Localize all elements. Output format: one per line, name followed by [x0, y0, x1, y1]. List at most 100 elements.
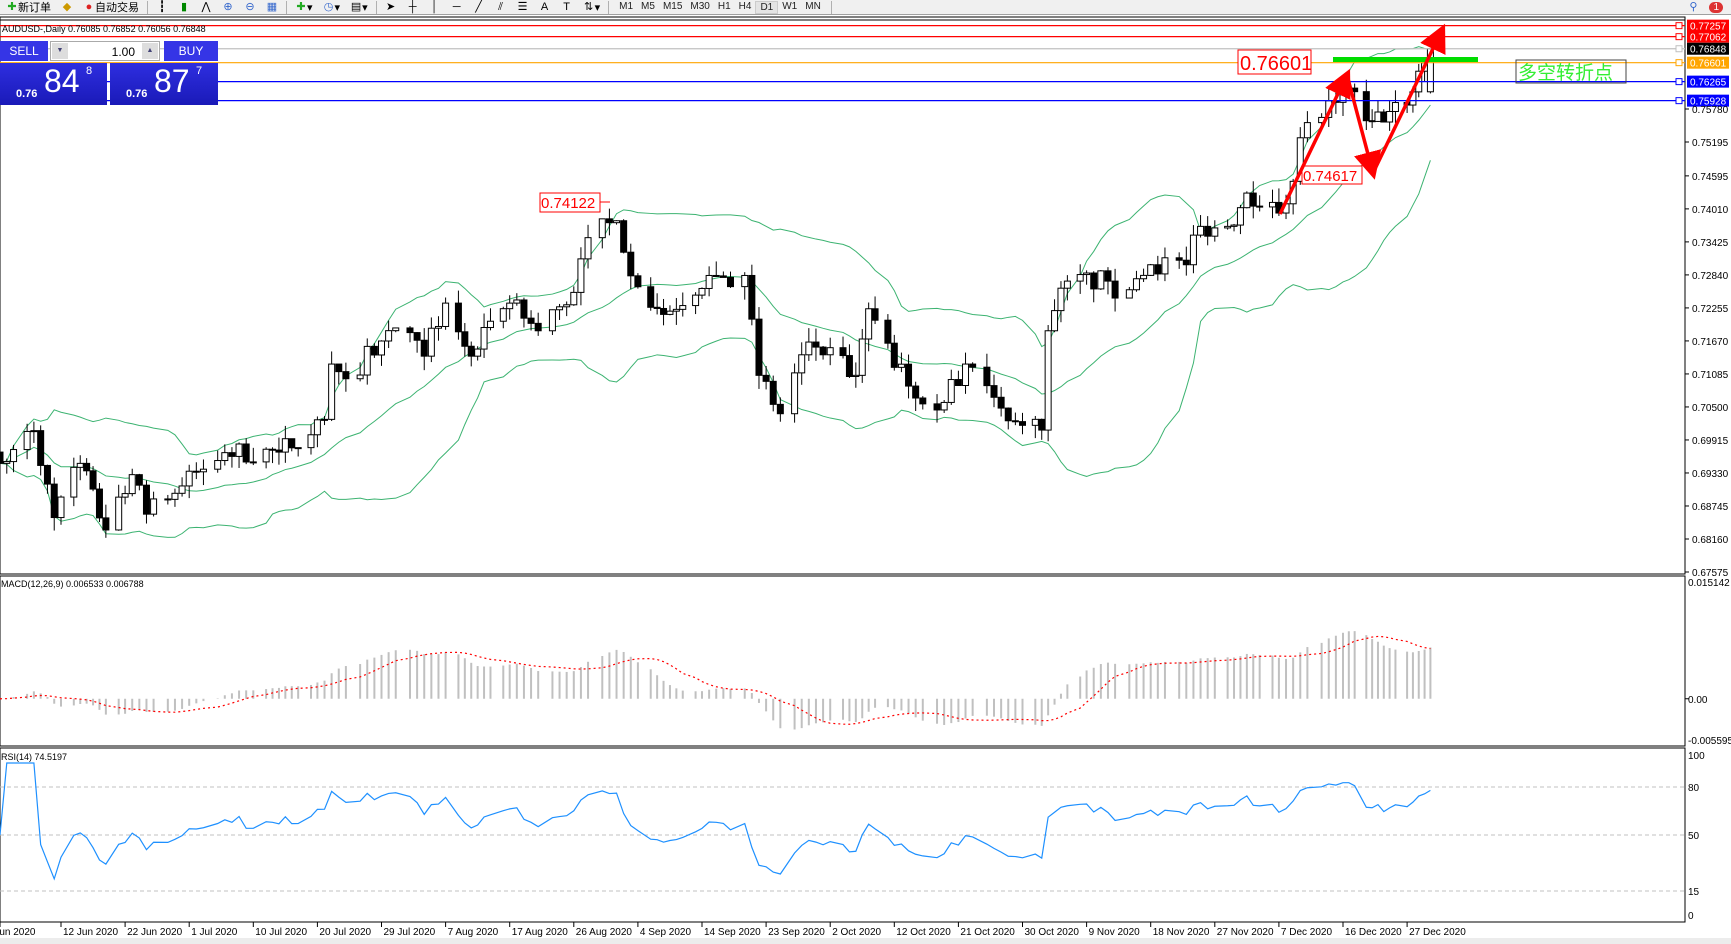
bear-candle [534, 322, 542, 332]
bull-candle [23, 430, 31, 451]
sell-button[interactable]: SELL [0, 41, 48, 61]
bear-candle [890, 342, 898, 368]
bull-candle [570, 291, 578, 306]
search-button[interactable]: ⚲ [1685, 0, 1701, 14]
date-tick-label: 17 Aug 2020 [512, 927, 569, 938]
horizontal-line-icon: ─ [452, 1, 461, 13]
bear-candle [242, 443, 250, 463]
zoom-in-button[interactable]: ⊕ [220, 0, 236, 14]
bear-candle [1182, 259, 1190, 266]
bar-chart-button[interactable]: ┇ [154, 0, 170, 14]
price-tick-label: 0.75780 [1692, 105, 1729, 116]
vline-button[interactable]: │ [427, 0, 443, 14]
bear-candle [1204, 225, 1212, 237]
date-tick-label: 21 Oct 2020 [960, 927, 1015, 938]
price-tick-label: 0.71670 [1692, 337, 1729, 348]
lot-size-stepper[interactable]: ▼ 1.00 ▲ [50, 41, 160, 61]
bear-candle [726, 276, 734, 288]
bull-candle [474, 348, 482, 357]
bull-candle [486, 320, 494, 329]
timeframe-d1[interactable]: D1 [755, 0, 779, 14]
bull-candle [563, 304, 571, 308]
date-tick-label: 7 Dec 2020 [1281, 927, 1333, 938]
arrows-button[interactable]: ⇅ ▾ [583, 1, 601, 14]
auto-trading-button[interactable]: ● 自动交易 [81, 0, 141, 14]
timeframe-m1[interactable]: M1 [619, 0, 634, 12]
bull-candle [214, 460, 222, 470]
price-tick-label: 0.69330 [1692, 469, 1729, 480]
bear-candle [620, 220, 628, 253]
bear-candle [1004, 407, 1012, 422]
bear-candle [37, 430, 45, 466]
bull-candle [1189, 234, 1197, 266]
increase-lot-button[interactable]: ▲ [142, 43, 158, 59]
bear-candle [776, 403, 784, 415]
bull-candle [513, 299, 521, 304]
templates-button[interactable]: ▤ ▾ [350, 1, 368, 14]
bull-candle [1051, 310, 1059, 332]
price-tick-label: 0.67575 [1692, 568, 1729, 579]
sell-price-button[interactable]: 0.76 84 8 [0, 63, 107, 105]
bear-candle [275, 449, 283, 453]
channel-button[interactable]: ⫽ [493, 0, 509, 14]
timeframe-w1[interactable]: W1 [782, 0, 798, 12]
crosshair-icon: ┼ [408, 1, 417, 13]
tile-windows-button[interactable]: ▦ [264, 0, 280, 14]
new-order-button[interactable]: ✚ 新订单 [7, 1, 51, 14]
bear-candle [527, 317, 535, 324]
bull-candle [1044, 330, 1052, 431]
bull-candle [1224, 225, 1232, 229]
lot-size-value[interactable]: 1.00 [111, 45, 135, 59]
bear-candle [819, 346, 827, 356]
bull-candle [584, 237, 592, 260]
buy-price-button[interactable]: 0.76 87 7 [110, 63, 218, 105]
notifications-button[interactable]: 1 [1707, 0, 1725, 14]
arrows-icon: ⇅ [583, 1, 594, 13]
chart-title: AUDUSD-,Daily 0.76085 0.76852 0.76056 0.… [2, 24, 206, 34]
crosshair-button[interactable]: ┼ [405, 0, 421, 14]
bull-candle [798, 354, 806, 374]
bear-candle [420, 339, 428, 357]
periods-button[interactable]: ◷ ▾ [323, 1, 341, 14]
timeframe-m5[interactable]: M5 [641, 0, 655, 12]
bull-candle [1236, 207, 1244, 226]
timeframe-mn[interactable]: MN [805, 0, 821, 12]
price-tick-label: 0.68745 [1692, 502, 1729, 513]
zoom-out-button[interactable]: ⊖ [242, 0, 258, 14]
price-tick-label: 0.74010 [1692, 205, 1729, 216]
grid-icon: ▦ [266, 1, 278, 13]
timeframe-m15[interactable]: M15 [662, 0, 683, 12]
bear-candle [0, 451, 4, 464]
trendline-button[interactable]: ╱ [471, 0, 487, 14]
bear-candle [954, 379, 962, 386]
candle-chart-button[interactable]: ▮ [176, 0, 192, 14]
cursor-button[interactable]: ➤ [383, 0, 399, 14]
indicators-button[interactable]: ✚ ▾ [296, 1, 313, 14]
bull-candle [235, 443, 243, 457]
date-tick-label: 22 Jun 2020 [127, 927, 182, 938]
bull-candle [705, 274, 713, 289]
text-button[interactable]: A [537, 0, 553, 14]
timeframe-h1[interactable]: H1 [717, 0, 731, 12]
timeframe-m30[interactable]: M30 [690, 0, 710, 12]
fibo-button[interactable]: ☰ [515, 0, 531, 14]
bull-candle [221, 452, 229, 462]
bull-candle [307, 434, 315, 449]
bear-candle [912, 385, 920, 399]
bear-candle [192, 470, 200, 473]
label-button[interactable]: T [559, 0, 575, 14]
decrease-lot-button[interactable]: ▼ [52, 43, 68, 59]
market-watch-button[interactable]: ◆ [59, 0, 75, 14]
price-tick-label: 0.75195 [1692, 138, 1729, 149]
bull-candle [150, 498, 158, 515]
hline-button[interactable]: ─ [449, 0, 465, 14]
bull-candle [363, 345, 371, 376]
bear-candle [406, 327, 414, 334]
date-tick-label: 23 Sep 2020 [768, 927, 825, 938]
date-tick-label: 10 Jul 2020 [255, 927, 307, 938]
timeframe-h4[interactable]: H4 [738, 0, 752, 12]
price-tick-label: 0.70500 [1692, 403, 1729, 414]
buy-button[interactable]: BUY [164, 41, 218, 61]
line-chart-button[interactable]: ⋀ [198, 0, 214, 14]
